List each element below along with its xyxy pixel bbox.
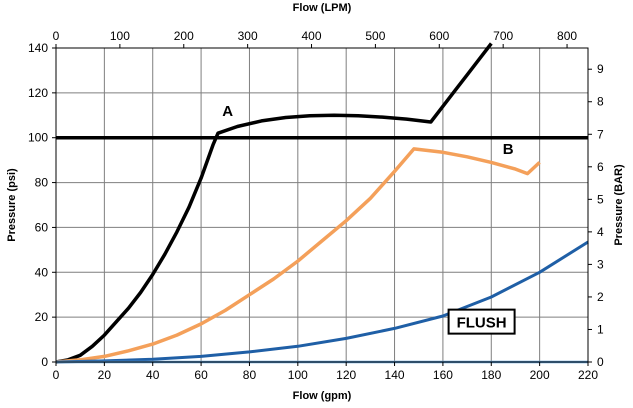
y2-axis-title: Pressure (BAR) — [613, 164, 625, 246]
annotation-label: FLUSH — [457, 315, 507, 332]
x2-tick-label: 500 — [365, 29, 385, 43]
x-tick-label: 60 — [194, 368, 208, 382]
y2-tick-label: 2 — [597, 290, 604, 304]
y-tick-label: 80 — [35, 176, 49, 190]
y2-tick-label: 9 — [597, 62, 604, 76]
y2-tick-label: 6 — [597, 160, 604, 174]
x-tick-label: 140 — [385, 368, 405, 382]
annotation-flush-box: FLUSH — [447, 308, 516, 335]
y2-tick-label: 4 — [597, 225, 604, 239]
y-tick-label: 60 — [35, 220, 49, 234]
annotation-label-b: B — [503, 141, 514, 158]
x-tick-label: 80 — [243, 368, 257, 382]
y2-tick-label: 1 — [597, 322, 604, 336]
y-tick-label: 120 — [28, 86, 48, 100]
y2-tick-label: 7 — [597, 127, 604, 141]
series-b-line — [55, 147, 541, 364]
x2-tick-label: 100 — [110, 29, 130, 43]
y-tick-label: 140 — [28, 41, 48, 55]
x2-axis-title: Flow (LPM) — [293, 2, 352, 14]
series-a-line — [55, 42, 493, 364]
x-axis-title: Flow (gpm) — [293, 390, 352, 402]
x-tick-label: 220 — [578, 368, 598, 382]
x-tick-label: 180 — [481, 368, 501, 382]
y-tick-label: 20 — [35, 310, 49, 324]
x2-tick-label: 200 — [174, 29, 194, 43]
annotation-label-a: A — [222, 103, 233, 120]
annotations: A B FLUSH — [222, 103, 516, 335]
y2-tick-label: 8 — [597, 95, 604, 109]
x-tick-label: 20 — [98, 368, 112, 382]
x-tick-label: 40 — [146, 368, 160, 382]
y-axis-title: Pressure (psi) — [6, 168, 18, 242]
x-tick-label: 160 — [433, 368, 453, 382]
x2-tick-label: 800 — [557, 29, 577, 43]
y2-tick-label: 5 — [597, 192, 604, 206]
x-tick-label: 200 — [530, 368, 550, 382]
x-tick-label: 100 — [288, 368, 308, 382]
plot-frame — [55, 47, 589, 363]
x2-tick-label: 300 — [238, 29, 258, 43]
y2-tick-label: 3 — [597, 257, 604, 271]
x2-tick-label: 600 — [429, 29, 449, 43]
y-tick-label: 40 — [35, 265, 49, 279]
x2-tick-label: 700 — [493, 29, 513, 43]
x-tick-label: 0 — [53, 368, 60, 382]
tick-labels: 0 20 40 60 80 100 120 140 160 180 200 2200204060801… — [28, 29, 604, 382]
x2-tick-label: 400 — [302, 29, 322, 43]
x2-tick-label: 0 — [53, 29, 60, 43]
y-tick-label: 0 — [41, 355, 48, 369]
y2-tick-label: 0 — [597, 355, 604, 369]
annotation-box-border — [447, 308, 516, 335]
y-tick-label: 100 — [28, 131, 48, 145]
series-flush-line — [55, 240, 589, 364]
x-tick-label: 120 — [336, 368, 356, 382]
